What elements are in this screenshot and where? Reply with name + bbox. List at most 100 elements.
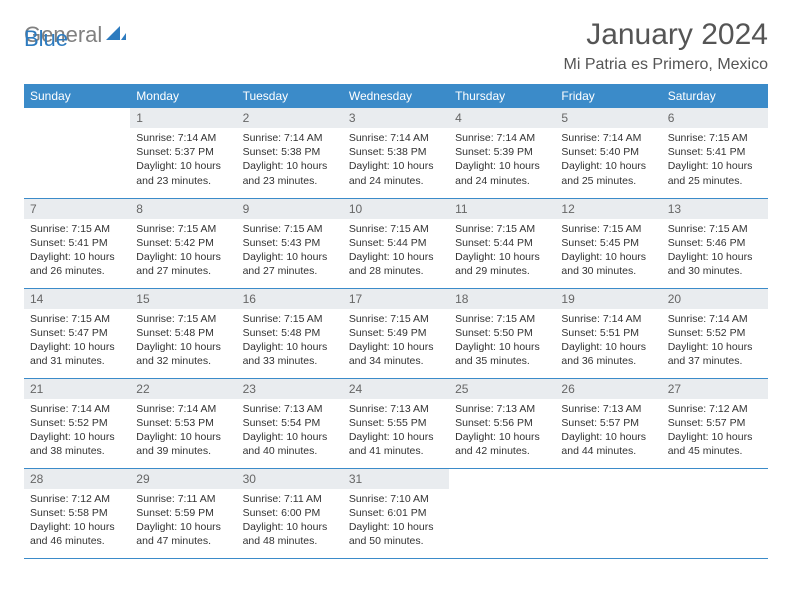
day-number: 8 xyxy=(130,199,236,219)
calendar-cell: 2Sunrise: 7:14 AMSunset: 5:38 PMDaylight… xyxy=(237,108,343,198)
page-title: January 2024 xyxy=(564,18,769,52)
calendar-cell: 14Sunrise: 7:15 AMSunset: 5:47 PMDayligh… xyxy=(24,288,130,378)
calendar-row: 1Sunrise: 7:14 AMSunset: 5:37 PMDaylight… xyxy=(24,108,768,198)
calendar-cell: 27Sunrise: 7:12 AMSunset: 5:57 PMDayligh… xyxy=(662,378,768,468)
weekday-header: Wednesday xyxy=(343,84,449,108)
calendar-cell: 7Sunrise: 7:15 AMSunset: 5:41 PMDaylight… xyxy=(24,198,130,288)
title-block: January 2024 Mi Patria es Primero, Mexic… xyxy=(564,18,769,74)
day-number: 6 xyxy=(662,108,768,128)
calendar-cell: 6Sunrise: 7:15 AMSunset: 5:41 PMDaylight… xyxy=(662,108,768,198)
day-number: 4 xyxy=(449,108,555,128)
calendar-cell: 31Sunrise: 7:10 AMSunset: 6:01 PMDayligh… xyxy=(343,468,449,558)
calendar-cell: 15Sunrise: 7:15 AMSunset: 5:48 PMDayligh… xyxy=(130,288,236,378)
day-data: Sunrise: 7:14 AMSunset: 5:52 PMDaylight:… xyxy=(24,399,130,465)
calendar-row: 14Sunrise: 7:15 AMSunset: 5:47 PMDayligh… xyxy=(24,288,768,378)
day-data: Sunrise: 7:15 AMSunset: 5:46 PMDaylight:… xyxy=(662,219,768,285)
day-data: Sunrise: 7:15 AMSunset: 5:41 PMDaylight:… xyxy=(24,219,130,285)
day-number: 21 xyxy=(24,379,130,399)
brand-logo-row2: Blue xyxy=(24,26,68,52)
day-number: 31 xyxy=(343,469,449,489)
calendar-row: 21Sunrise: 7:14 AMSunset: 5:52 PMDayligh… xyxy=(24,378,768,468)
day-number: 2 xyxy=(237,108,343,128)
calendar-cell-empty xyxy=(24,108,130,198)
calendar-cell: 22Sunrise: 7:14 AMSunset: 5:53 PMDayligh… xyxy=(130,378,236,468)
day-data: Sunrise: 7:15 AMSunset: 5:47 PMDaylight:… xyxy=(24,309,130,375)
day-data: Sunrise: 7:15 AMSunset: 5:50 PMDaylight:… xyxy=(449,309,555,375)
day-data: Sunrise: 7:15 AMSunset: 5:48 PMDaylight:… xyxy=(130,309,236,375)
day-number: 26 xyxy=(555,379,661,399)
day-number: 24 xyxy=(343,379,449,399)
calendar-body: 1Sunrise: 7:14 AMSunset: 5:37 PMDaylight… xyxy=(24,108,768,558)
day-number: 10 xyxy=(343,199,449,219)
day-number: 20 xyxy=(662,289,768,309)
day-number: 3 xyxy=(343,108,449,128)
page-subtitle: Mi Patria es Primero, Mexico xyxy=(564,56,769,74)
day-data: Sunrise: 7:13 AMSunset: 5:56 PMDaylight:… xyxy=(449,399,555,465)
calendar-cell: 10Sunrise: 7:15 AMSunset: 5:44 PMDayligh… xyxy=(343,198,449,288)
weekday-header: Thursday xyxy=(449,84,555,108)
day-data: Sunrise: 7:13 AMSunset: 5:55 PMDaylight:… xyxy=(343,399,449,465)
weekday-header: Saturday xyxy=(662,84,768,108)
calendar-cell: 8Sunrise: 7:15 AMSunset: 5:42 PMDaylight… xyxy=(130,198,236,288)
day-number: 30 xyxy=(237,469,343,489)
day-number: 1 xyxy=(130,108,236,128)
day-number: 9 xyxy=(237,199,343,219)
day-data: Sunrise: 7:11 AMSunset: 5:59 PMDaylight:… xyxy=(130,489,236,555)
day-number: 13 xyxy=(662,199,768,219)
day-number: 28 xyxy=(24,469,130,489)
calendar-cell: 19Sunrise: 7:14 AMSunset: 5:51 PMDayligh… xyxy=(555,288,661,378)
day-data: Sunrise: 7:15 AMSunset: 5:43 PMDaylight:… xyxy=(237,219,343,285)
day-data: Sunrise: 7:12 AMSunset: 5:57 PMDaylight:… xyxy=(662,399,768,465)
calendar-cell: 25Sunrise: 7:13 AMSunset: 5:56 PMDayligh… xyxy=(449,378,555,468)
day-number: 29 xyxy=(130,469,236,489)
weekday-header: Monday xyxy=(130,84,236,108)
calendar-cell: 21Sunrise: 7:14 AMSunset: 5:52 PMDayligh… xyxy=(24,378,130,468)
brand-sail-icon xyxy=(106,24,126,47)
calendar-cell: 12Sunrise: 7:15 AMSunset: 5:45 PMDayligh… xyxy=(555,198,661,288)
calendar-cell: 30Sunrise: 7:11 AMSunset: 6:00 PMDayligh… xyxy=(237,468,343,558)
calendar-cell: 26Sunrise: 7:13 AMSunset: 5:57 PMDayligh… xyxy=(555,378,661,468)
day-number: 11 xyxy=(449,199,555,219)
day-number: 23 xyxy=(237,379,343,399)
day-data: Sunrise: 7:15 AMSunset: 5:42 PMDaylight:… xyxy=(130,219,236,285)
calendar-cell: 13Sunrise: 7:15 AMSunset: 5:46 PMDayligh… xyxy=(662,198,768,288)
calendar-cell: 4Sunrise: 7:14 AMSunset: 5:39 PMDaylight… xyxy=(449,108,555,198)
day-data: Sunrise: 7:15 AMSunset: 5:48 PMDaylight:… xyxy=(237,309,343,375)
calendar-cell: 20Sunrise: 7:14 AMSunset: 5:52 PMDayligh… xyxy=(662,288,768,378)
calendar-cell: 23Sunrise: 7:13 AMSunset: 5:54 PMDayligh… xyxy=(237,378,343,468)
day-number: 25 xyxy=(449,379,555,399)
day-data: Sunrise: 7:10 AMSunset: 6:01 PMDaylight:… xyxy=(343,489,449,555)
day-data: Sunrise: 7:14 AMSunset: 5:37 PMDaylight:… xyxy=(130,128,236,194)
day-data: Sunrise: 7:14 AMSunset: 5:40 PMDaylight:… xyxy=(555,128,661,194)
day-number: 18 xyxy=(449,289,555,309)
day-data: Sunrise: 7:14 AMSunset: 5:38 PMDaylight:… xyxy=(343,128,449,194)
calendar-cell: 18Sunrise: 7:15 AMSunset: 5:50 PMDayligh… xyxy=(449,288,555,378)
day-number: 17 xyxy=(343,289,449,309)
weekday-header: Friday xyxy=(555,84,661,108)
day-data: Sunrise: 7:13 AMSunset: 5:57 PMDaylight:… xyxy=(555,399,661,465)
calendar-cell: 24Sunrise: 7:13 AMSunset: 5:55 PMDayligh… xyxy=(343,378,449,468)
calendar-cell-empty xyxy=(662,468,768,558)
brand-part2: Blue xyxy=(24,26,68,52)
calendar-cell: 29Sunrise: 7:11 AMSunset: 5:59 PMDayligh… xyxy=(130,468,236,558)
day-data: Sunrise: 7:11 AMSunset: 6:00 PMDaylight:… xyxy=(237,489,343,555)
day-number: 19 xyxy=(555,289,661,309)
calendar-cell: 5Sunrise: 7:14 AMSunset: 5:40 PMDaylight… xyxy=(555,108,661,198)
day-number: 16 xyxy=(237,289,343,309)
calendar-cell: 16Sunrise: 7:15 AMSunset: 5:48 PMDayligh… xyxy=(237,288,343,378)
calendar-cell: 3Sunrise: 7:14 AMSunset: 5:38 PMDaylight… xyxy=(343,108,449,198)
calendar-table: SundayMondayTuesdayWednesdayThursdayFrid… xyxy=(24,84,768,559)
calendar-row: 28Sunrise: 7:12 AMSunset: 5:58 PMDayligh… xyxy=(24,468,768,558)
day-number: 12 xyxy=(555,199,661,219)
page-header: General January 2024 Mi Patria es Primer… xyxy=(24,18,768,74)
day-number: 22 xyxy=(130,379,236,399)
calendar-cell: 11Sunrise: 7:15 AMSunset: 5:44 PMDayligh… xyxy=(449,198,555,288)
day-number: 15 xyxy=(130,289,236,309)
day-data: Sunrise: 7:14 AMSunset: 5:39 PMDaylight:… xyxy=(449,128,555,194)
day-data: Sunrise: 7:15 AMSunset: 5:45 PMDaylight:… xyxy=(555,219,661,285)
day-data: Sunrise: 7:14 AMSunset: 5:52 PMDaylight:… xyxy=(662,309,768,375)
day-number: 14 xyxy=(24,289,130,309)
day-data: Sunrise: 7:14 AMSunset: 5:53 PMDaylight:… xyxy=(130,399,236,465)
calendar-cell-empty xyxy=(555,468,661,558)
day-number: 7 xyxy=(24,199,130,219)
